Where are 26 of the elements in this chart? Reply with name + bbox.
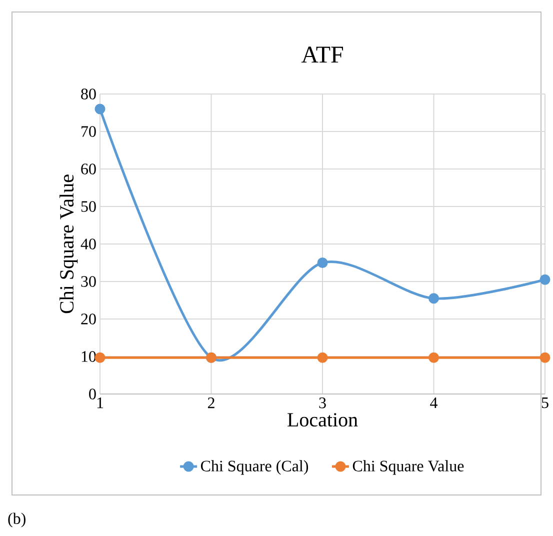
point	[540, 352, 550, 363]
point	[94, 104, 106, 114]
y-tick-label: 40	[80, 238, 96, 250]
y-tick-label: 20	[81, 314, 96, 324]
y-tick-label: 30	[81, 276, 96, 287]
legend-label: Chi Square Value	[352, 460, 464, 475]
point	[428, 293, 440, 304]
point	[317, 352, 328, 363]
legend-label: Chi Square (Cal)	[200, 460, 308, 475]
x-tick-label: 4	[430, 398, 438, 408]
x-tick-label: 1	[97, 398, 104, 408]
x-tick-label: 3	[319, 398, 326, 408]
y-tick-label: 0	[89, 388, 96, 400]
text: (b)	[8, 512, 26, 528]
x-axis-title: Location	[288, 413, 358, 427]
point	[317, 258, 328, 268]
point	[540, 274, 550, 285]
y-tick-label: 80	[81, 88, 96, 100]
x-tick-label: 2	[208, 398, 214, 408]
y-axis-title: Chi Square Value	[60, 174, 78, 314]
y-tick-label: 70	[82, 126, 96, 137]
y-tick-label: 60	[81, 164, 96, 174]
point	[428, 352, 440, 363]
x-tick-label: 5	[542, 398, 548, 408]
y-tick-label: 50	[81, 201, 96, 212]
chart-title: ATF	[301, 46, 343, 62]
